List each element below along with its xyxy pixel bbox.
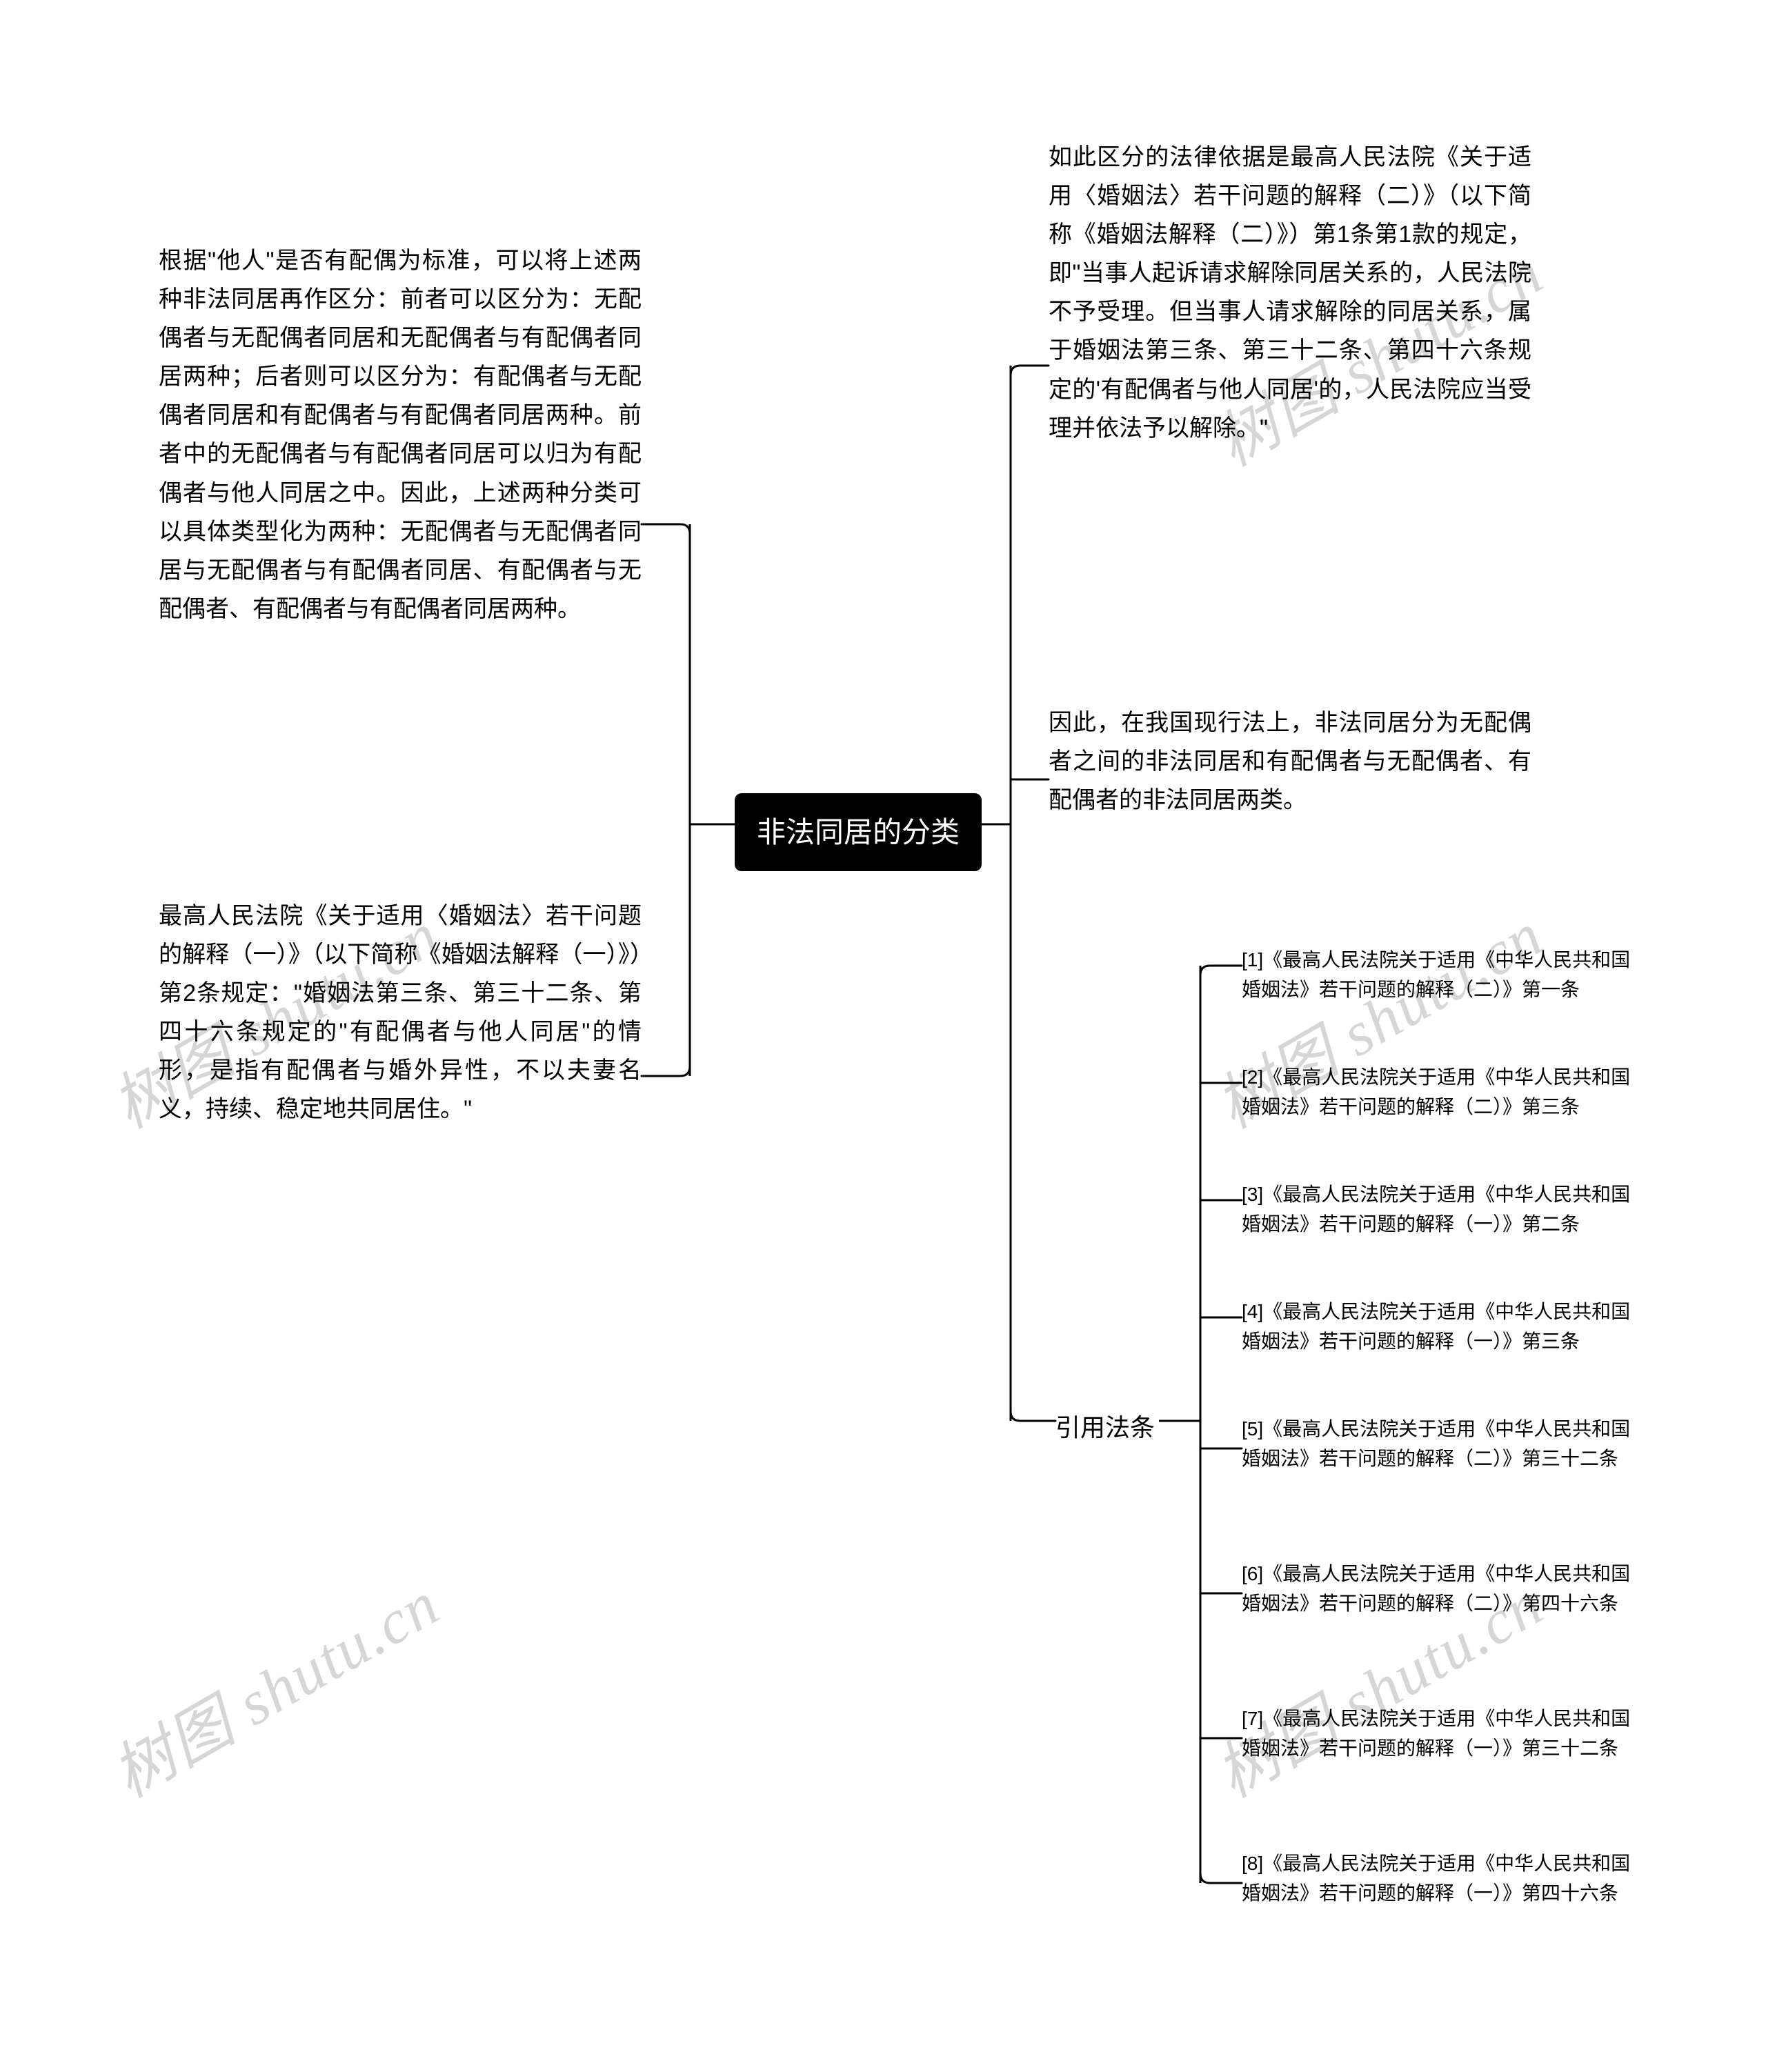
ref-item-6: [6]《最高人民法院关于适用《中华人民共和国婚姻法》若干问题的解释（二）》第四十… [1242, 1559, 1642, 1619]
ref-item-5: [5]《最高人民法院关于适用《中华人民共和国婚姻法》若干问题的解释（二）》第三十… [1242, 1414, 1642, 1474]
ref-item-2: [2]《最高人民法院关于适用《中华人民共和国婚姻法》若干问题的解释（二）》第三条 [1242, 1062, 1642, 1122]
ref-item-7: [7]《最高人民法院关于适用《中华人民共和国婚姻法》若干问题的解释（一）》第三十… [1242, 1704, 1642, 1764]
ref-item-4: [4]《最高人民法院关于适用《中华人民共和国婚姻法》若干问题的解释（一）》第三条 [1242, 1297, 1642, 1357]
left-node-2: 最高人民法院《关于适用〈婚姻法〉若干问题的解释（一）》（以下简称《婚姻法解释（一… [159, 897, 642, 1129]
ref-item-1: [1]《最高人民法院关于适用《中华人民共和国婚姻法》若干问题的解释（二）》第一条 [1242, 945, 1642, 1005]
left-node-1: 根据"他人"是否有配偶为标准，可以将上述两种非法同居再作区分：前者可以区分为：无… [159, 241, 642, 628]
right-node-2: 因此，在我国现行法上，非法同居分为无配偶者之间的非法同居和有配偶者与无配偶者、有… [1049, 704, 1531, 819]
mindmap-canvas: 树图 shutu.cn树图 shutu.cn树图 shutu.cn树图 shut… [0, 0, 1766, 2072]
ref-parent-node[interactable]: 引用法条 [1055, 1407, 1155, 1448]
watermark: 树图 shutu.cn [93, 1555, 453, 1814]
right-node-1: 如此区分的法律依据是最高人民法院《关于适用〈婚姻法〉若干问题的解释（二）》（以下… [1049, 138, 1531, 448]
ref-item-8: [8]《最高人民法院关于适用《中华人民共和国婚姻法》若干问题的解释（一）》第四十… [1242, 1849, 1642, 1909]
ref-item-3: [3]《最高人民法院关于适用《中华人民共和国婚姻法》若干问题的解释（一）》第二条 [1242, 1179, 1642, 1239]
root-node[interactable]: 非法同居的分类 [735, 793, 982, 871]
